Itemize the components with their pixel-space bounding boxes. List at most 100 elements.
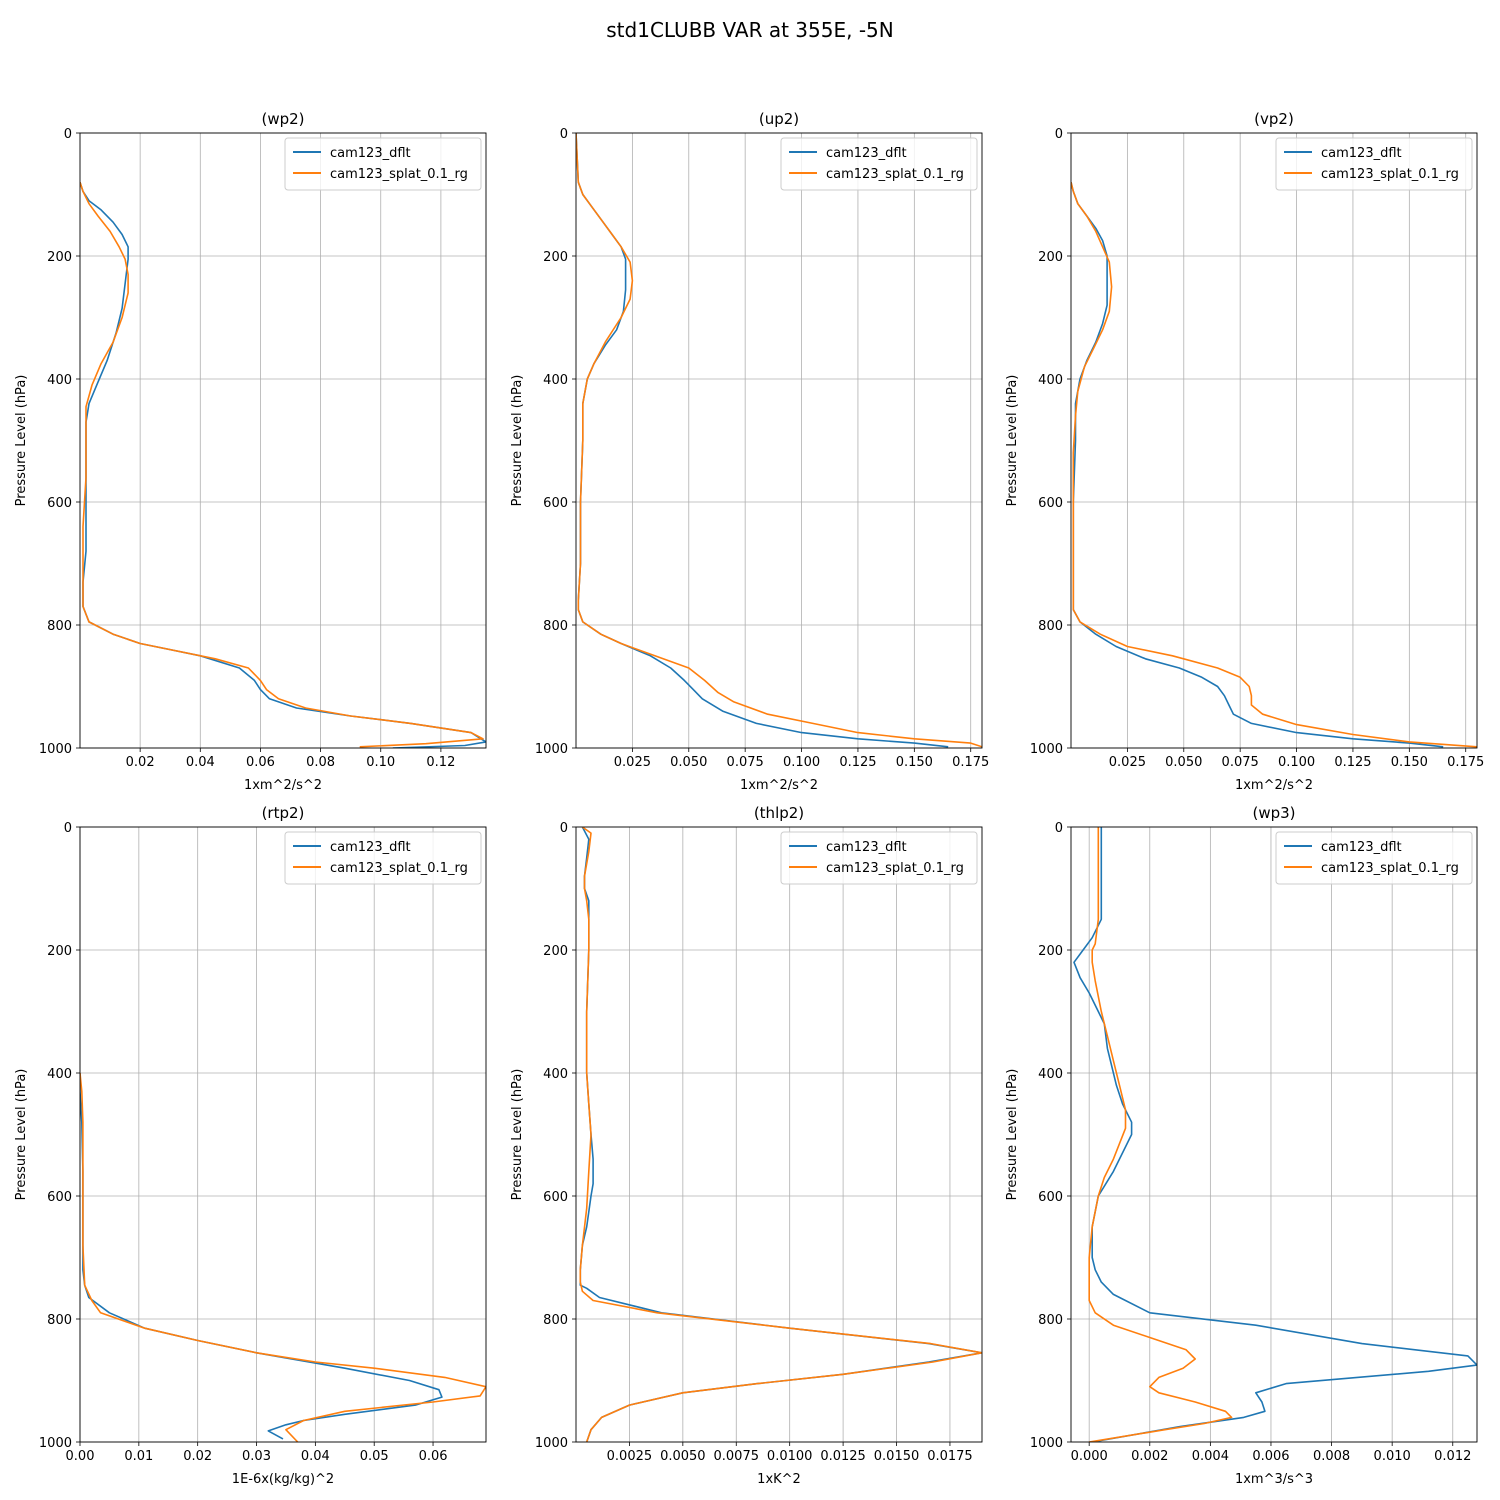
x-tick-label: 0.04 [301, 1449, 330, 1464]
y-tick-label: 400 [543, 373, 568, 388]
x-tick-label: 0.0025 [607, 1449, 653, 1464]
y-tick-label: 1000 [39, 1436, 72, 1451]
axes-frame [79, 132, 487, 749]
legend-label: cam123_dflt [1321, 840, 1402, 855]
x-axis-label: 1xm^2/s^2 [1235, 778, 1313, 793]
x-axis-label: 1E-6x(kg/kg)^2 [232, 1472, 334, 1487]
y-tick-label: 1000 [1030, 1436, 1063, 1451]
x-tick-label: 0.006 [1252, 1449, 1289, 1464]
series-line-cam123_dflt [576, 133, 949, 748]
y-tick-label: 0 [1055, 821, 1063, 836]
x-tick-label: 0.002 [1131, 1449, 1168, 1464]
y-tick-label: 800 [47, 1313, 72, 1328]
y-tick-label: 1000 [535, 742, 568, 757]
subplot-title: (wp2) [261, 110, 304, 128]
subplot-title: (vp2) [1254, 110, 1294, 128]
y-tick-label: 200 [543, 250, 568, 265]
x-axis-label: 1xm^3/s^3 [1235, 1472, 1313, 1487]
subplot-vp2: 0.025 0.050 0.075 0.100 0.125 0.150 0.175 0 200 4… [1005, 110, 1484, 793]
y-tick-label: 400 [543, 1067, 568, 1082]
x-tick-label: 0.004 [1192, 1449, 1229, 1464]
y-tick-label: 400 [47, 1067, 72, 1082]
series-line-cam123_dflt [1073, 827, 1477, 1442]
y-tick-label: 400 [1038, 373, 1063, 388]
x-tick-label: 0.000 [1071, 1449, 1108, 1464]
series-line-cam123_splat_0.1_rg [80, 1072, 486, 1442]
axes-frame [1070, 132, 1478, 749]
y-tick-label: 200 [543, 944, 568, 959]
x-tick-label: 0.125 [1334, 755, 1371, 770]
x-tick-label: 0.08 [306, 755, 335, 770]
subplot-rtp2: 0.00 0.01 0.02 0.03 0.04 0.05 0.06 0 200 400 600 80… [14, 804, 487, 1487]
y-tick-label: 600 [47, 496, 72, 511]
series-group [80, 1072, 486, 1442]
x-tick-label: 0.0125 [820, 1449, 866, 1464]
x-tick-label: 0.0100 [767, 1449, 813, 1464]
series-group [576, 133, 982, 748]
legend-label: cam123_dflt [826, 146, 907, 161]
x-tick-label: 0.0175 [927, 1449, 973, 1464]
legend-label: cam123_splat_0.1_rg [330, 861, 468, 876]
x-tick-label: 0.01 [124, 1449, 153, 1464]
legend-box [284, 137, 482, 191]
series-line-cam123_splat_0.1_rg [80, 181, 484, 748]
y-tick-label: 600 [1038, 496, 1063, 511]
x-tick-label: 0.06 [246, 755, 275, 770]
legend-label: cam123_dflt [1321, 146, 1402, 161]
legend-label: cam123_splat_0.1_rg [330, 167, 468, 182]
y-tick-label: 0 [560, 821, 568, 836]
series-group [1071, 182, 1477, 748]
x-tick-label: 0.00 [66, 1449, 95, 1464]
y-tick-label: 200 [1038, 250, 1063, 265]
x-tick-label: 0.075 [1222, 755, 1259, 770]
subplot-title: (up2) [759, 110, 799, 128]
series-group [1073, 827, 1477, 1442]
y-tick-label: 800 [47, 619, 72, 634]
y-tick-label: 1000 [39, 742, 72, 757]
y-axis-label: Pressure Level (hPa) [1005, 1069, 1020, 1201]
x-tick-label: 0.150 [896, 755, 933, 770]
subplot-wp2: 0.02 0.04 0.06 0.08 0.10 0.12 0 200 400 600 800 100… [14, 110, 487, 793]
y-tick-label: 600 [543, 496, 568, 511]
x-tick-label: 0.12 [426, 755, 455, 770]
legend-label: cam123_splat_0.1_rg [826, 861, 964, 876]
legend-box [1275, 831, 1473, 885]
series-line-cam123_dflt [80, 181, 486, 748]
subplot-thlp2: 0.0025 0.0050 0.0075 0.0100 0.0125 0.0150 0.01… [510, 804, 983, 1487]
subplot-title: (thlp2) [754, 804, 804, 822]
series-line-cam123_splat_0.1_rg [579, 827, 982, 1442]
x-axis-label: 1xK^2 [757, 1472, 801, 1487]
series-line-cam123_splat_0.1_rg [1088, 827, 1233, 1442]
x-tick-label: 0.175 [1447, 755, 1484, 770]
y-tick-label: 200 [47, 250, 72, 265]
y-axis-label: Pressure Level (hPa) [510, 375, 525, 507]
axes-frame [79, 826, 487, 1443]
y-tick-label: 200 [47, 944, 72, 959]
x-tick-label: 0.0050 [660, 1449, 706, 1464]
x-tick-label: 0.008 [1313, 1449, 1350, 1464]
subplot-wp3: 0.000 0.002 0.004 0.006 0.008 0.010 0.012 0 200 4… [1005, 804, 1478, 1487]
x-tick-label: 0.05 [360, 1449, 389, 1464]
x-tick-label: 0.0150 [874, 1449, 920, 1464]
y-axis-label: Pressure Level (hPa) [1005, 375, 1020, 507]
series-line-cam123_dflt [1071, 182, 1444, 748]
x-tick-label: 0.125 [839, 755, 876, 770]
series-group [80, 181, 486, 748]
legend-label: cam123_splat_0.1_rg [1321, 167, 1459, 182]
x-tick-label: 0.03 [242, 1449, 271, 1464]
x-axis-label: 1xm^2/s^2 [244, 778, 322, 793]
x-tick-label: 0.02 [126, 755, 155, 770]
y-tick-label: 800 [1038, 619, 1063, 634]
axes-frame [575, 132, 983, 749]
x-tick-label: 0.050 [1165, 755, 1202, 770]
axes-frame [575, 826, 983, 1443]
y-tick-label: 200 [1038, 944, 1063, 959]
x-tick-label: 0.075 [727, 755, 764, 770]
x-tick-label: 0.0075 [714, 1449, 760, 1464]
legend-box [1275, 137, 1473, 191]
y-tick-label: 400 [1038, 1067, 1063, 1082]
series-line-cam123_dflt [80, 1073, 443, 1440]
x-tick-label: 0.100 [783, 755, 820, 770]
x-tick-label: 0.06 [419, 1449, 448, 1464]
